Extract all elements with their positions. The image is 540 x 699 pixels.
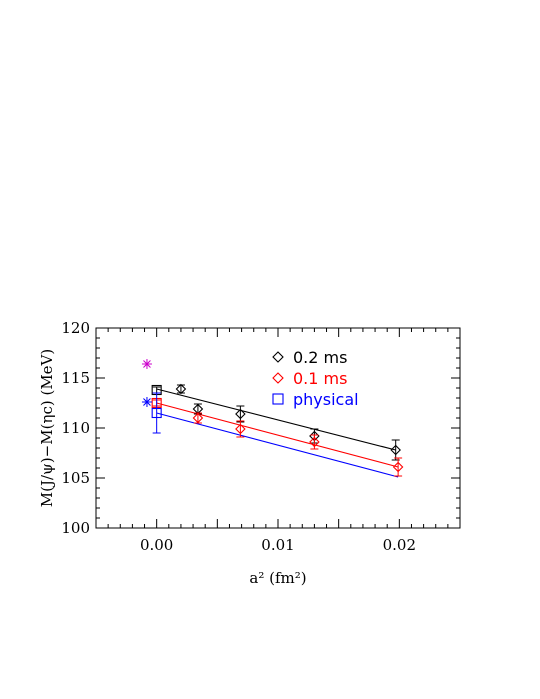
- data-markers: [141, 359, 404, 477]
- legend-label: 0.2 ms: [293, 348, 347, 367]
- axis-ticks: [95, 327, 461, 529]
- asterisk-point: [143, 360, 151, 368]
- continuum-point: [151, 407, 162, 419]
- y-tick-label: 105: [61, 469, 90, 487]
- tick-labels: 0.00 0.01 0.02 100 105 110 115 120: [61, 319, 416, 554]
- x-axis-label: a² (fm²): [249, 569, 306, 587]
- legend-label: physical: [293, 390, 359, 409]
- data-point: [309, 436, 320, 448]
- y-tick-label: 120: [61, 319, 90, 337]
- plot-frame: [95, 327, 461, 529]
- fit-line: [156, 412, 399, 478]
- fit-line: [156, 388, 396, 451]
- legend-marker: [272, 351, 284, 363]
- legend-marker: [272, 372, 284, 384]
- x-tick-label: 0.00: [140, 536, 173, 554]
- data-point: [175, 383, 187, 395]
- y-tick-label: 115: [61, 369, 90, 387]
- y-tick-label: 110: [61, 419, 90, 437]
- data-point: [235, 408, 246, 420]
- legend: 0.2 ms 0.1 ms physical: [272, 348, 359, 409]
- fit-line: [156, 402, 399, 468]
- legend-marker: [272, 393, 284, 405]
- fit-lines: [156, 388, 399, 478]
- asterisk-point: [143, 398, 151, 406]
- y-tick-label: 100: [61, 519, 90, 537]
- data-point: [235, 423, 246, 435]
- y-axis-label: M(J/ψ)−M(ηc) (MeV): [38, 349, 56, 507]
- data-point: [390, 444, 401, 456]
- data-point: [192, 412, 204, 424]
- x-tick-label: 0.01: [261, 536, 294, 554]
- x-tick-label: 0.02: [383, 536, 416, 554]
- legend-label: 0.1 ms: [293, 369, 347, 388]
- data-point: [392, 461, 404, 473]
